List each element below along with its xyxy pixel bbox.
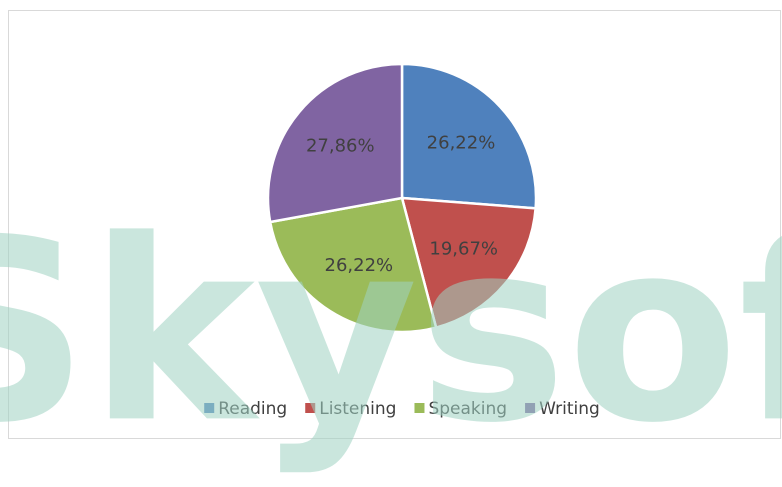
legend-swatch xyxy=(525,403,536,413)
data-label: 26,22% xyxy=(427,132,496,153)
pie-slice xyxy=(400,196,537,330)
data-label: 27,86% xyxy=(306,135,375,156)
legend-swatch xyxy=(204,403,215,413)
pie-slice xyxy=(266,62,404,224)
pie-slice xyxy=(400,62,538,210)
legend-label: Writing xyxy=(539,399,600,419)
legend-label: Reading xyxy=(218,399,287,419)
legend-label: Listening xyxy=(319,399,396,419)
data-label: 19,67% xyxy=(429,239,498,260)
watermark: iSkysoft xyxy=(0,186,782,477)
pie-slice xyxy=(268,196,438,334)
legend-swatch xyxy=(305,403,316,413)
legend-swatch xyxy=(414,403,425,413)
legend-label: Speaking xyxy=(428,399,507,419)
data-label: 26,22% xyxy=(325,255,394,276)
